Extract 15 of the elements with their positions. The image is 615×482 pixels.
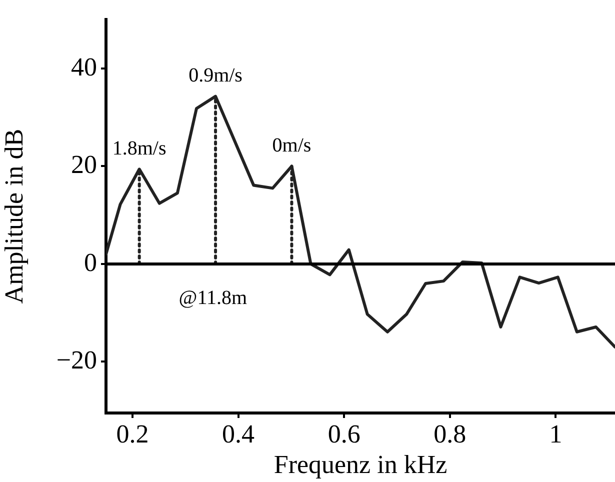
x-tick-label: 0.4 [222, 419, 255, 448]
annotation: 1.8m/s [112, 137, 166, 160]
x-axis-title: Frequenz in kHz [274, 450, 448, 480]
y-tick-label: 40 [71, 52, 97, 82]
annotation: @11.8m [178, 287, 248, 310]
x-tick-label: 0.6 [328, 419, 360, 448]
y-tick-label: 20 [71, 150, 97, 180]
annotation: 0m/s [272, 134, 312, 156]
annotation: 0.9m/s [188, 64, 243, 87]
y-axis-title: Amplitude in dB [0, 128, 28, 304]
x-tick-label: 1 [549, 419, 562, 448]
y-tick-label: −20 [56, 346, 97, 375]
x-tick-label: 0.2 [116, 419, 149, 448]
x-tick-label: 0.8 [434, 419, 466, 448]
y-tick-label: 0 [84, 248, 97, 277]
